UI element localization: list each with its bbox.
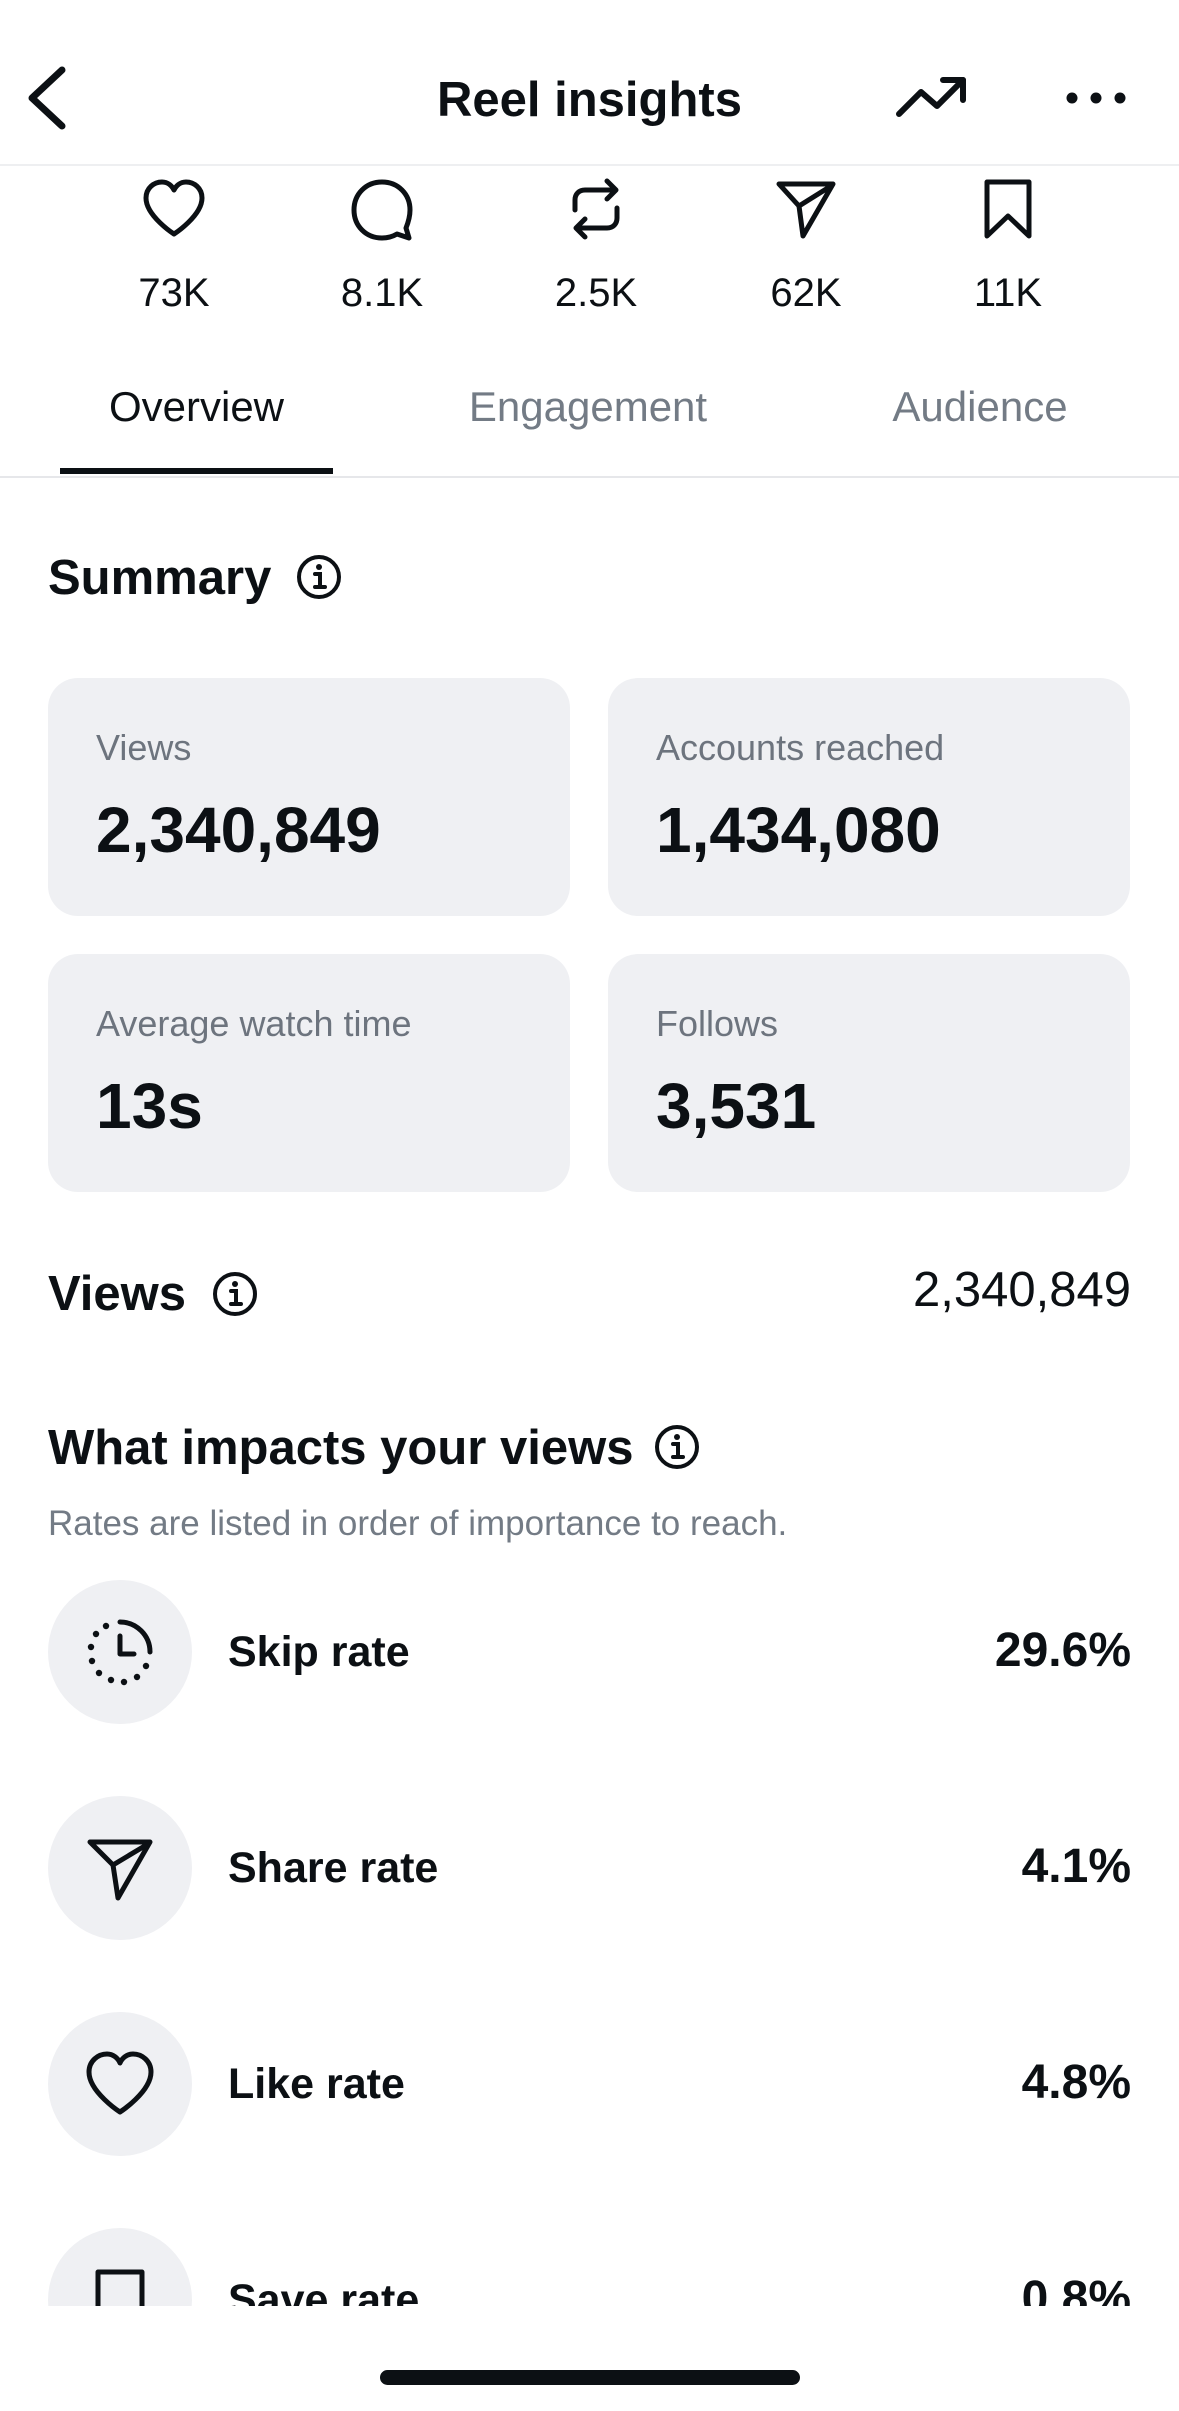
shares-stat: 62K bbox=[716, 176, 896, 326]
views-total: 2,340,849 bbox=[913, 1263, 1131, 1317]
top-bar bbox=[0, 0, 1179, 166]
reposts-count: 2.5K bbox=[554, 271, 638, 315]
card-label: Average watch time bbox=[96, 1003, 412, 1044]
views-info-button[interactable] bbox=[212, 1271, 258, 1322]
card-label: Views bbox=[96, 727, 192, 768]
card-value: 1,434,080 bbox=[656, 794, 941, 866]
back-button[interactable] bbox=[22, 62, 82, 132]
summary-card-follows[interactable]: Follows 3,531 bbox=[608, 954, 1130, 1192]
info-icon bbox=[297, 555, 341, 599]
impacts-subtitle: Rates are listed in order of importance … bbox=[48, 1504, 788, 1543]
more-horizontal-icon bbox=[1066, 92, 1126, 104]
repost-icon bbox=[572, 178, 620, 240]
chevron-left-icon bbox=[28, 66, 66, 130]
skip-rate-icon-badge bbox=[48, 1580, 192, 1724]
info-icon bbox=[213, 1272, 257, 1316]
card-label: Accounts reached bbox=[656, 727, 945, 768]
share-rate-label: Share rate bbox=[228, 1844, 439, 1892]
tab-bar: Overview Engagement Audience bbox=[0, 372, 1179, 478]
saves-count: 11K bbox=[973, 271, 1043, 315]
likes-count: 73K bbox=[138, 271, 210, 315]
like-rate-label: Like rate bbox=[228, 2060, 405, 2108]
card-value: 3,531 bbox=[656, 1070, 817, 1142]
active-tab-indicator bbox=[60, 468, 333, 474]
dashed-clock-icon bbox=[87, 1619, 153, 1686]
skip-rate-label: Skip rate bbox=[228, 1628, 410, 1676]
info-icon bbox=[655, 1425, 699, 1469]
bottom-safe-area bbox=[0, 2306, 1179, 2411]
saves-stat: 11K bbox=[918, 176, 1098, 326]
comment-icon bbox=[351, 179, 413, 241]
share-icon bbox=[776, 181, 836, 239]
trend-button[interactable] bbox=[895, 70, 971, 130]
page-title: Reel insights bbox=[437, 73, 742, 127]
like-rate-icon-badge bbox=[48, 2012, 192, 2156]
comments-stat: 8.1K bbox=[292, 176, 472, 326]
impacts-info-button[interactable] bbox=[654, 1424, 700, 1475]
card-label: Follows bbox=[656, 1003, 779, 1044]
views-title: Views bbox=[48, 1267, 187, 1321]
skip-rate-value: 29.6% bbox=[994, 1624, 1131, 1677]
share-rate-icon-badge bbox=[48, 1796, 192, 1940]
summary-card-accounts-reached[interactable]: Accounts reached 1,434,080 bbox=[608, 678, 1130, 916]
shares-count: 62K bbox=[770, 271, 842, 315]
tab-overview[interactable]: Overview bbox=[108, 383, 285, 430]
summary-card-views[interactable]: Views 2,340,849 bbox=[48, 678, 570, 916]
card-value: 2,340,849 bbox=[96, 794, 381, 866]
trending-up-icon bbox=[896, 77, 966, 117]
more-options-button[interactable] bbox=[1058, 70, 1134, 130]
like-rate-value: 4.8% bbox=[1021, 2056, 1131, 2109]
share-rate-value: 4.1% bbox=[1021, 1840, 1131, 1893]
reposts-stat: 2.5K bbox=[506, 176, 686, 326]
comments-count: 8.1K bbox=[340, 271, 424, 315]
tab-audience[interactable]: Audience bbox=[892, 383, 1068, 430]
bookmark-icon bbox=[984, 179, 1032, 239]
tab-engagement[interactable]: Engagement bbox=[468, 383, 708, 430]
impacts-title: What impacts your views bbox=[48, 1421, 634, 1475]
likes-stat: 73K bbox=[84, 176, 264, 326]
summary-info-button[interactable] bbox=[296, 554, 342, 605]
card-value: 13s bbox=[96, 1070, 203, 1142]
heart-icon bbox=[143, 179, 205, 237]
home-indicator[interactable] bbox=[380, 2370, 800, 2385]
share-icon bbox=[87, 1839, 153, 1901]
summary-card-average-watch-time[interactable]: Average watch time 13s bbox=[48, 954, 570, 1192]
heart-icon bbox=[86, 2051, 154, 2115]
summary-title: Summary bbox=[48, 551, 272, 605]
